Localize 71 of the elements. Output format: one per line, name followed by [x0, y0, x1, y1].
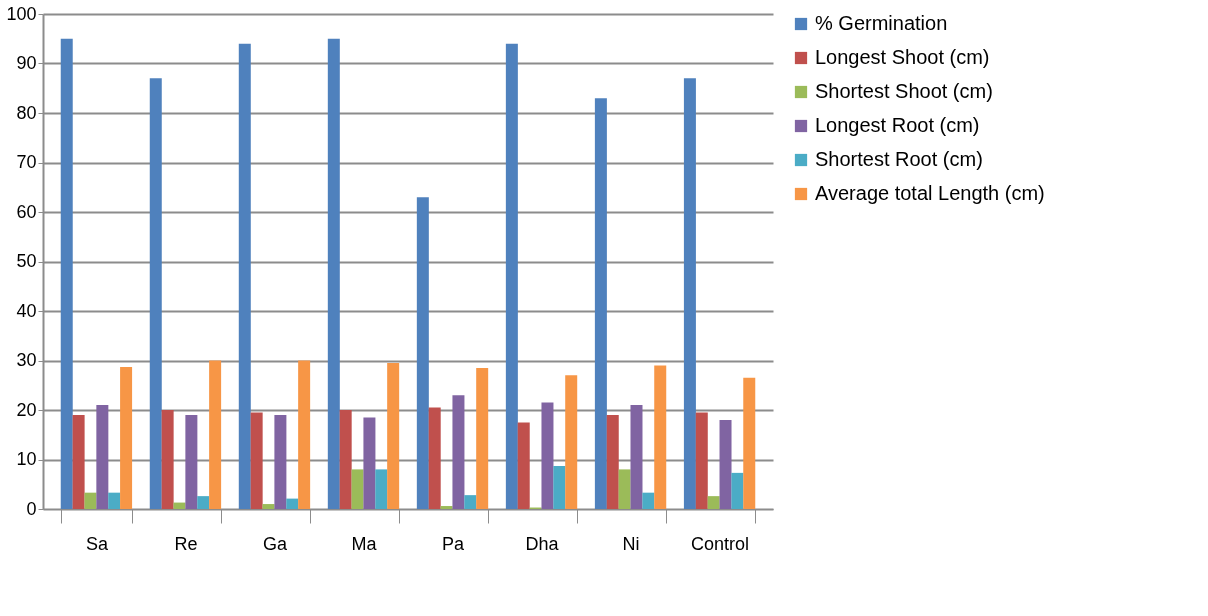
bar — [707, 496, 720, 509]
bar — [642, 492, 655, 509]
bar — [327, 38, 340, 509]
bar — [96, 405, 109, 509]
x-tick-label: Pa — [442, 533, 465, 554]
bar — [262, 504, 275, 509]
bar — [416, 197, 429, 509]
bar — [375, 469, 388, 509]
y-tick-label: 60 — [16, 201, 37, 222]
y-tick-label: 30 — [16, 350, 37, 370]
legend-label: Longest Shoot (cm) — [815, 46, 990, 68]
x-tick-label: Sa — [85, 533, 109, 554]
bar — [618, 469, 631, 509]
legend-label: Shortest Shoot (cm) — [815, 80, 993, 102]
bar — [541, 402, 554, 509]
bar — [517, 422, 530, 509]
bar — [565, 375, 578, 509]
bar — [84, 492, 97, 509]
bar — [683, 78, 696, 509]
y-tick-label: 50 — [16, 251, 37, 271]
bar — [161, 410, 174, 509]
legend-label: Shortest Root (cm) — [815, 148, 983, 170]
y-tick-label: 20 — [16, 399, 37, 420]
bar — [630, 405, 643, 509]
bar — [654, 365, 667, 509]
legend-label: Average total Length (cm) — [815, 182, 1045, 204]
bar — [428, 407, 441, 509]
bar — [505, 43, 518, 509]
x-tick-label: Ga — [262, 533, 288, 554]
bar — [197, 496, 210, 509]
bar — [440, 506, 453, 509]
bar — [274, 414, 287, 509]
bar — [250, 412, 263, 509]
bar — [60, 38, 73, 509]
x-tick-label: Control — [691, 533, 750, 554]
bar — [149, 78, 162, 509]
bar — [351, 469, 364, 509]
x-tick-label: Ni — [622, 533, 640, 554]
y-tick-label: 40 — [16, 300, 37, 321]
bar — [476, 367, 489, 509]
y-tick-label: 90 — [16, 53, 37, 73]
bar — [238, 43, 251, 509]
legend-label: Longest Root (cm) — [815, 114, 980, 136]
bar — [452, 395, 465, 509]
bar — [286, 498, 299, 509]
y-tick-label: 80 — [16, 102, 37, 123]
bar — [719, 419, 732, 509]
bar — [731, 472, 744, 509]
bar — [695, 412, 708, 509]
y-tick-label: 100 — [6, 3, 37, 24]
bar — [120, 366, 133, 509]
bar — [185, 414, 198, 509]
bar — [464, 495, 477, 509]
y-tick-label: 70 — [16, 152, 37, 172]
bar — [606, 414, 619, 509]
bar — [594, 98, 607, 509]
y-tick-label: 10 — [16, 449, 37, 469]
x-tick-label: Dha — [525, 533, 560, 554]
bar — [743, 377, 756, 509]
bar — [72, 414, 85, 509]
bar — [339, 410, 352, 509]
bar — [553, 465, 566, 509]
legend-label: % Germination — [815, 12, 948, 34]
y-tick-label: 0 — [26, 498, 37, 519]
bar — [298, 360, 311, 509]
x-tick-label: Re — [174, 533, 198, 554]
bar — [209, 360, 222, 509]
x-tick-label: Ma — [351, 533, 378, 554]
bar — [363, 417, 376, 509]
bar — [108, 492, 121, 509]
bar — [387, 362, 400, 509]
